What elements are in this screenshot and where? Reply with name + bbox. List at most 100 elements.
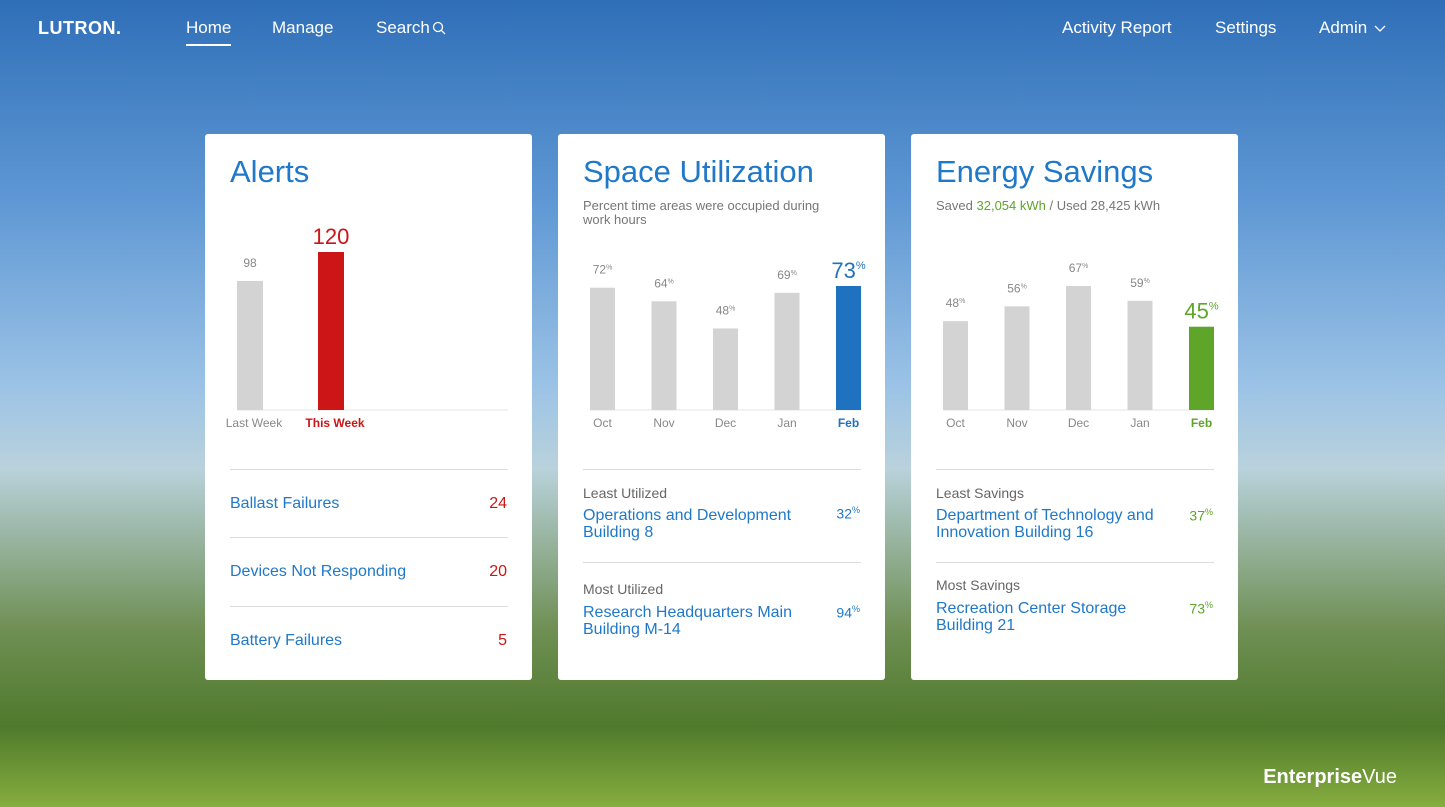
value-label: 72% — [593, 263, 613, 277]
alert-link[interactable]: Ballast Failures — [230, 495, 460, 512]
category-label: Nov — [653, 416, 674, 430]
unit: % — [606, 265, 612, 272]
bar — [1005, 306, 1030, 410]
unit: % — [1209, 301, 1219, 313]
alert-count: 5 — [498, 632, 507, 650]
value-label: 56% — [1007, 281, 1027, 295]
bar — [1128, 301, 1153, 410]
building-link[interactable]: Recreation Center Storage Building 21 — [936, 600, 1166, 634]
value: 69 — [777, 268, 791, 282]
bar — [775, 293, 800, 410]
alert-link[interactable]: Battery Failures — [230, 632, 460, 649]
category-label: Jan — [1130, 416, 1149, 430]
category-label: Oct — [593, 416, 612, 430]
unit: % — [729, 305, 735, 312]
section-label: Least Utilized — [583, 485, 667, 501]
value: 67 — [1069, 261, 1083, 275]
space-card: Space Utilization Percent time areas wer… — [558, 134, 885, 680]
value-label: 64% — [654, 276, 674, 290]
value-label: 67% — [1069, 261, 1089, 275]
value-label: 48% — [716, 303, 736, 317]
category-label: Dec — [1068, 416, 1089, 430]
value: 48 — [716, 303, 730, 317]
value: 120 — [313, 224, 350, 249]
value-label: 120 — [313, 224, 350, 249]
chevron[interactable] — [1374, 25, 1386, 33]
nav-link[interactable]: Activity Report — [1062, 18, 1172, 38]
value: 64 — [654, 276, 668, 290]
alerts-card: Alerts Ballast Failures 24 Devices Not R… — [205, 134, 532, 680]
alert-link[interactable]: Devices Not Responding — [230, 563, 460, 580]
bar — [590, 288, 615, 410]
search-icon[interactable] — [432, 21, 446, 35]
unit: % — [668, 278, 674, 285]
category-label: Feb — [838, 416, 859, 430]
value: 56 — [1007, 281, 1021, 295]
section-label: Most Savings — [936, 577, 1020, 593]
building-link[interactable]: Department of Technology and Innovation … — [936, 507, 1166, 541]
value: 98 — [243, 256, 257, 270]
nav-link[interactable]: Admin — [1319, 18, 1367, 38]
section-label: Most Utilized — [583, 581, 663, 597]
value: 72 — [593, 263, 607, 277]
category-label: Feb — [1191, 416, 1212, 430]
nav-link[interactable]: Manage — [272, 18, 333, 38]
nav-bar: LUTRON. Home Manage Search Activity Repo… — [0, 0, 1445, 56]
unit: % — [959, 298, 965, 305]
value-label: 73% — [831, 258, 865, 283]
nav-link[interactable]: Home — [186, 18, 231, 46]
category-label: Oct — [946, 416, 965, 430]
section-label: Least Savings — [936, 485, 1024, 501]
divider — [583, 562, 861, 563]
bar — [943, 321, 968, 410]
bar — [318, 252, 344, 410]
divider — [230, 606, 508, 607]
percent: 32% — [836, 505, 860, 522]
unit: % — [1082, 263, 1088, 270]
bar-chart: 72% Oct 64% Nov 48% Dec 69% Jan 73% Feb — [558, 134, 885, 444]
unit: % — [1144, 278, 1150, 285]
nav-link[interactable]: Search — [376, 18, 430, 38]
nav-link[interactable]: Settings — [1215, 18, 1276, 38]
value-label: 69% — [777, 268, 797, 282]
alert-count: 24 — [489, 495, 507, 513]
bar — [652, 301, 677, 410]
bar-chart: 98 Last Week 120 This Week — [205, 134, 532, 444]
divider — [936, 469, 1214, 470]
bar-chart: 48% Oct 56% Nov 67% Dec 59% Jan 45% Feb — [911, 134, 1238, 444]
bar — [836, 286, 861, 410]
value-label: 98 — [243, 256, 257, 270]
divider — [230, 469, 508, 470]
product-name: EnterpriseVue — [1263, 766, 1397, 789]
divider — [583, 469, 861, 470]
percent: 94% — [836, 604, 860, 621]
category-label: Last Week — [226, 416, 283, 430]
percent: 37% — [1189, 507, 1213, 524]
unit: % — [856, 260, 866, 272]
building-link[interactable]: Operations and Development Building 8 — [583, 507, 813, 541]
bar — [1066, 286, 1091, 410]
category-label: Jan — [777, 416, 796, 430]
value: 48 — [946, 296, 960, 310]
bar — [713, 328, 738, 410]
value: 45 — [1184, 299, 1208, 324]
category-label: Dec — [715, 416, 736, 430]
value: 73 — [831, 258, 855, 283]
unit: % — [1021, 283, 1027, 290]
divider — [230, 537, 508, 538]
page: {"nav":{"brand":"LUTRON.","left":["Home"… — [0, 0, 1445, 807]
divider — [936, 562, 1214, 563]
value: 59 — [1130, 276, 1144, 290]
category-label: This Week — [305, 416, 364, 430]
value-label: 48% — [946, 296, 966, 310]
value-label: 45% — [1184, 299, 1218, 324]
energy-card: Energy Savings Saved 32,054 kWh / Used 2… — [911, 134, 1238, 680]
unit: % — [791, 270, 797, 277]
building-link[interactable]: Research Headquarters Main Building M-14 — [583, 604, 813, 638]
category-label: Nov — [1006, 416, 1027, 430]
alert-count: 20 — [489, 563, 507, 581]
logo[interactable]: LUTRON. — [38, 18, 122, 39]
bar — [1189, 327, 1214, 410]
percent: 73% — [1189, 600, 1213, 617]
value-label: 59% — [1130, 276, 1150, 290]
